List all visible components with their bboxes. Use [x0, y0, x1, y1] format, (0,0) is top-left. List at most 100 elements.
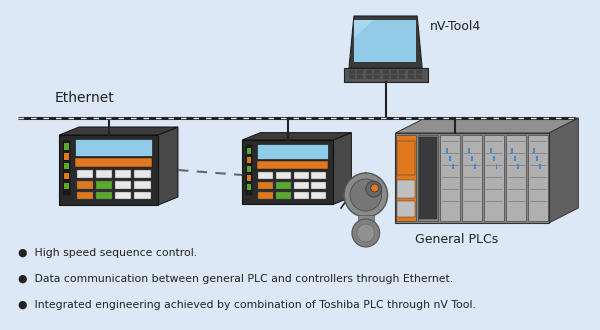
Bar [418, 135, 438, 221]
Bar [96, 192, 112, 199]
Bar [257, 161, 328, 169]
Bar [400, 70, 406, 74]
Bar [366, 75, 372, 79]
Bar [247, 157, 251, 163]
Bar [416, 70, 422, 74]
Bar [408, 70, 414, 74]
Bar [247, 148, 251, 153]
Bar [96, 170, 112, 178]
Bar [446, 148, 448, 153]
Bar [395, 133, 548, 223]
Bar [470, 156, 473, 161]
Bar [75, 158, 152, 167]
Bar [344, 68, 428, 82]
Bar [493, 156, 494, 161]
Bar [358, 70, 364, 74]
Circle shape [357, 224, 374, 242]
Bar [134, 170, 151, 178]
Bar [247, 175, 251, 181]
Bar [517, 164, 520, 169]
Bar [134, 192, 151, 199]
Bar [134, 181, 151, 188]
Bar [242, 140, 333, 204]
Bar [391, 75, 397, 79]
Bar [358, 215, 374, 233]
Bar [440, 135, 460, 221]
Bar [77, 170, 93, 178]
Text: ●  High speed sequence control.: ● High speed sequence control. [18, 248, 197, 258]
Bar [64, 163, 69, 169]
Bar [115, 170, 131, 178]
Bar [397, 135, 416, 221]
Bar [59, 135, 158, 205]
Bar [383, 70, 389, 74]
Bar [64, 153, 69, 159]
Text: Ethernet: Ethernet [55, 91, 114, 105]
Bar [64, 144, 69, 150]
Bar [374, 75, 380, 79]
Polygon shape [333, 133, 352, 204]
Bar [293, 182, 308, 189]
Polygon shape [59, 127, 178, 135]
Bar [258, 192, 273, 199]
Bar [276, 182, 291, 189]
Bar [63, 141, 70, 195]
Bar [258, 172, 273, 180]
Bar [115, 192, 131, 199]
Bar [511, 148, 514, 153]
Polygon shape [158, 127, 178, 205]
Bar [533, 148, 535, 153]
Bar [311, 182, 326, 189]
Bar [383, 75, 389, 79]
Bar [366, 70, 372, 74]
Bar [276, 192, 291, 199]
Bar [506, 135, 526, 221]
Bar [397, 201, 415, 217]
Circle shape [350, 179, 382, 211]
Bar [397, 180, 415, 198]
Bar [419, 137, 437, 219]
Bar [311, 192, 326, 199]
Bar [354, 20, 416, 62]
Bar [358, 75, 364, 79]
Bar [246, 145, 252, 195]
Bar [311, 172, 326, 180]
Bar [400, 75, 406, 79]
Bar [528, 135, 548, 221]
Bar [96, 181, 112, 188]
Bar [247, 166, 251, 172]
Bar [462, 135, 482, 221]
Bar [449, 156, 451, 161]
Circle shape [371, 184, 379, 192]
Bar [64, 182, 69, 189]
Bar [257, 144, 328, 159]
Bar [293, 172, 308, 180]
Circle shape [366, 181, 382, 197]
Bar [293, 192, 308, 199]
Bar [75, 139, 152, 156]
Bar [77, 192, 93, 199]
Bar [349, 75, 355, 79]
Bar [473, 164, 476, 169]
Bar [416, 75, 422, 79]
Bar [452, 164, 454, 169]
Bar [64, 173, 69, 179]
Polygon shape [548, 118, 578, 223]
Text: ●  Data communication between general PLC and controllers through Ethernet.: ● Data communication between general PLC… [18, 274, 453, 284]
Bar [536, 156, 538, 161]
Polygon shape [349, 16, 422, 68]
Bar [490, 148, 491, 153]
Circle shape [352, 219, 380, 247]
Polygon shape [354, 20, 374, 38]
Bar [408, 75, 414, 79]
Bar [539, 164, 541, 169]
Bar [484, 135, 504, 221]
Bar [258, 182, 273, 189]
Bar [467, 148, 470, 153]
Text: ●  Integrated engineering achieved by combination of Toshiba PLC through nV Tool: ● Integrated engineering achieved by com… [18, 300, 476, 310]
Bar [115, 181, 131, 188]
Bar [247, 184, 251, 190]
Bar [374, 70, 380, 74]
Circle shape [344, 173, 388, 217]
Bar [77, 181, 93, 188]
